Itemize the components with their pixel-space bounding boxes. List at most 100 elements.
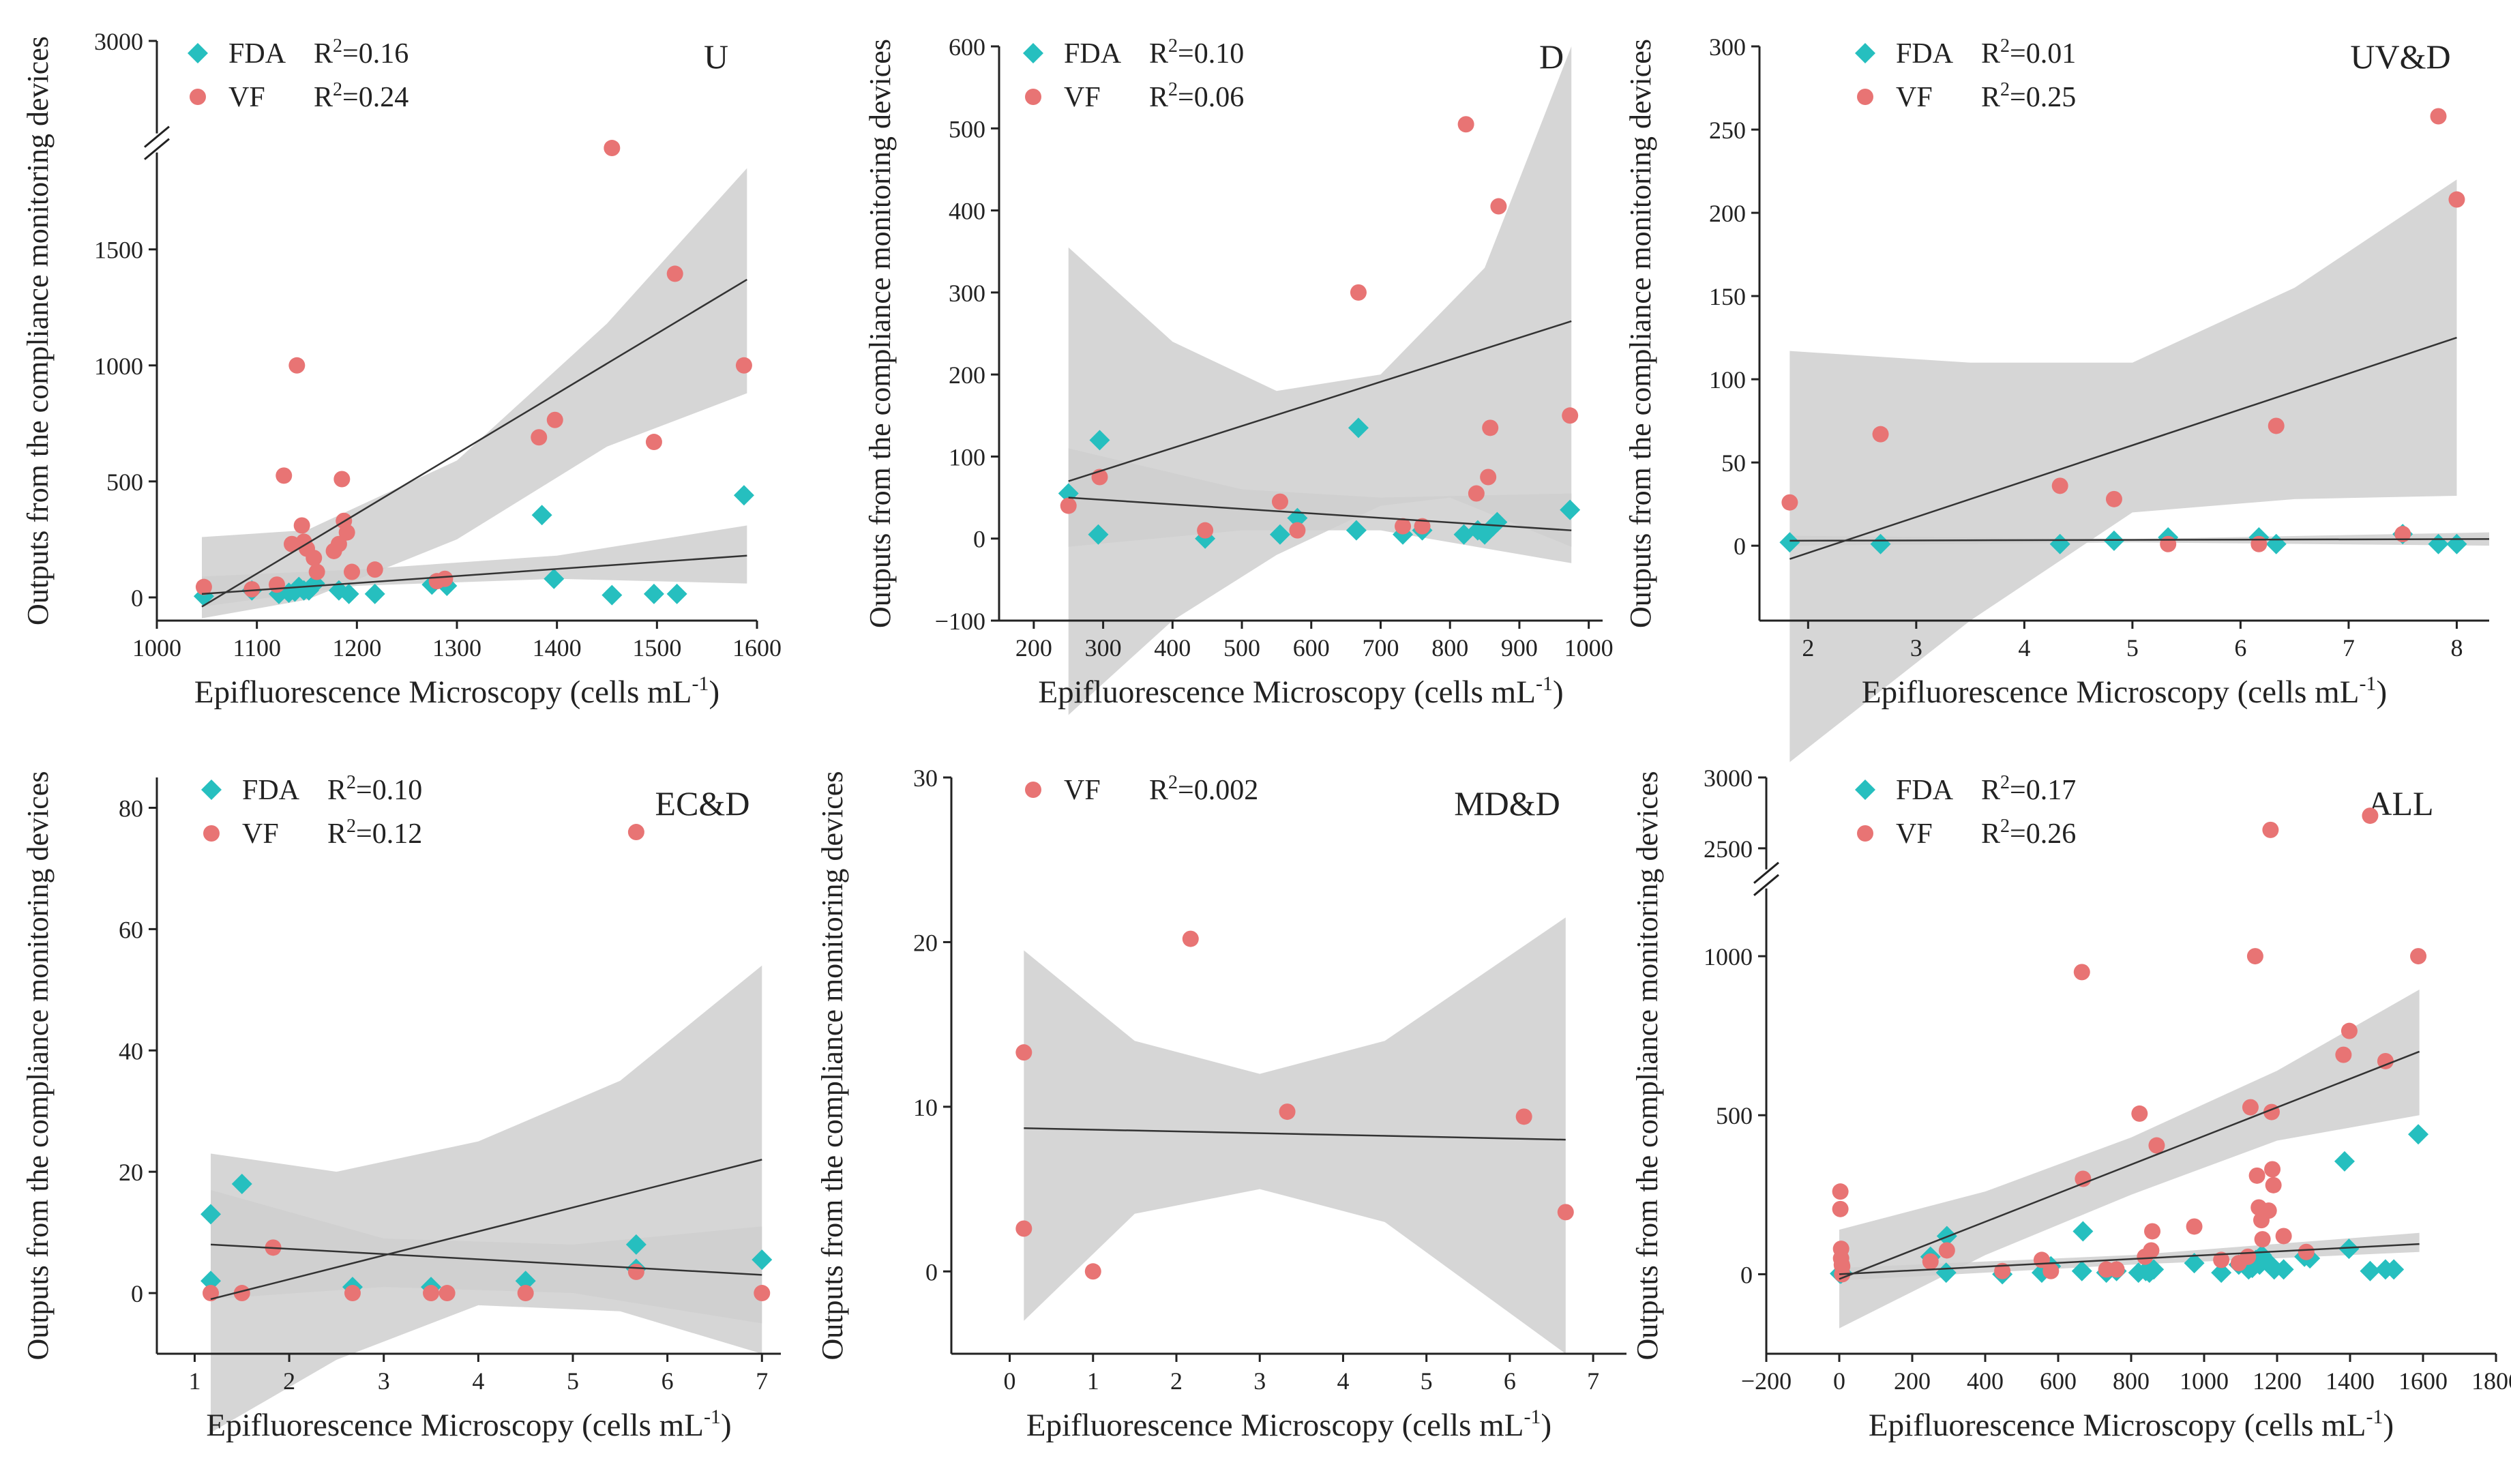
fit-line-vf (201, 278, 747, 608)
x-tick-label: 3 (1253, 1367, 1266, 1395)
x-tick-label: −200 (1741, 1367, 1792, 1395)
vf-point (2105, 490, 2122, 507)
vf-point (203, 1285, 220, 1302)
vf-point (2335, 1046, 2352, 1063)
legend-label: VF (1896, 818, 1933, 850)
legend-marker-fda (188, 43, 208, 63)
vf-point (1350, 284, 1367, 301)
r2-sup: 2 (2000, 816, 2010, 837)
vf-point (269, 576, 285, 593)
y-tick-label: 200 (1709, 200, 1746, 227)
y-tick-label: 3000 (1704, 765, 1753, 792)
vf-point (338, 524, 355, 541)
vf-point (645, 434, 662, 451)
legend-label: VF (1064, 82, 1101, 113)
x-axis-label-sup: -1 (692, 672, 709, 695)
fda-point (2049, 533, 2070, 554)
fda-point (200, 1204, 222, 1225)
x-tick-label: 4 (1337, 1367, 1349, 1395)
fda-point (1560, 499, 1581, 520)
legend-marker-vf (203, 825, 220, 842)
x-axis-label: Epifluorescence Microscopy (cells mL-1) (1862, 672, 2387, 710)
confidence-band-vf (1068, 46, 1572, 715)
y-tick-label: 0 (1734, 533, 1746, 560)
x-tick-label: 1000 (132, 634, 181, 662)
y-tick-label: 60 (119, 916, 143, 943)
x-tick-label: 4 (2018, 634, 2030, 662)
legend-r2: R2=0.25 (1981, 79, 2076, 113)
fda-point (1088, 524, 1109, 545)
legend-r2: R2=0.16 (314, 35, 408, 70)
y-axis-label: Outputs from the compliance monitoring d… (21, 771, 55, 1361)
x-tick-label: 1000 (1564, 634, 1614, 662)
vf-point (2213, 1251, 2230, 1268)
r2-symbol: R (1981, 38, 2000, 70)
x-tick-label: 1200 (332, 634, 381, 662)
y-tick-label: −100 (935, 608, 985, 635)
y-tick-label: 100 (949, 443, 985, 471)
vf-point (2242, 1099, 2259, 1116)
fit-line-vf (210, 1159, 762, 1301)
x-tick-label: 5 (1421, 1367, 1433, 1395)
vf-point (1482, 419, 1499, 436)
vf-point (2186, 1218, 2203, 1235)
legend-r2: R2=0.26 (1981, 816, 2076, 850)
series-fda (193, 485, 754, 607)
x-tick-label: 5 (2126, 634, 2139, 662)
legend-label: VF (228, 82, 265, 113)
legend-label: FDA (1064, 38, 1122, 70)
fda-point (2360, 1260, 2381, 1281)
legend-r2: R2=0.06 (1149, 79, 1244, 113)
vf-point (1468, 485, 1485, 502)
axis-break-mark (1753, 874, 1779, 896)
y-axis-label: Outputs from the compliance monitoring d… (1624, 39, 1657, 628)
vf-point (1832, 1200, 1849, 1217)
x-tick-label: 2 (1802, 634, 1814, 662)
fda-point (2143, 1259, 2165, 1280)
fit-line-vf (1024, 1127, 1566, 1141)
r2-symbol: R (1149, 38, 1168, 70)
vf-point (1182, 930, 1199, 947)
vf-point (2362, 807, 2379, 825)
vf-point (1832, 1183, 1849, 1200)
vf-point (2075, 1170, 2092, 1187)
series-vf (1060, 116, 1579, 539)
vf-point (243, 581, 261, 598)
vf-point (439, 1285, 456, 1302)
vf-point (276, 467, 293, 484)
axes: 1000 1100 1200 1300 1400 1500 1600 0 500 1000 1500… (94, 28, 782, 662)
fda-point (2211, 1262, 2232, 1283)
vf-point (1395, 518, 1412, 535)
fda-point (1089, 430, 1110, 451)
fda-point (2072, 1221, 2094, 1242)
y-tick-label: 0 (925, 1258, 938, 1286)
r2-value: =0.01 (2010, 38, 2076, 70)
vf-point (2262, 821, 2279, 838)
axes: 2 3 4 5 6 7 8 0 50 100 150 200 250 300 (1709, 33, 2489, 662)
x-axis-label-close: ) (721, 1408, 732, 1443)
x-tick-label: 1400 (2326, 1367, 2375, 1395)
x-tick-label: 1500 (632, 634, 681, 662)
vf-point (2144, 1223, 2161, 1240)
vf-point (1562, 407, 1579, 424)
x-axis-label-sup: -1 (2359, 672, 2376, 695)
y-tick-label: 200 (949, 361, 985, 389)
legend-marker-vf (1857, 89, 1873, 105)
confidence-band-vf (211, 965, 762, 1433)
vf-point (2042, 1262, 2060, 1279)
vf-point (2051, 477, 2068, 494)
r2-sup: 2 (346, 772, 356, 793)
vf-point (308, 563, 325, 580)
fit-line-fda (1789, 538, 2490, 542)
series-vf (203, 824, 771, 1302)
y-tick-label: 100 (1709, 366, 1746, 394)
x-axis-label-close: ) (1541, 1408, 1551, 1443)
fda-point (2338, 1238, 2360, 1260)
